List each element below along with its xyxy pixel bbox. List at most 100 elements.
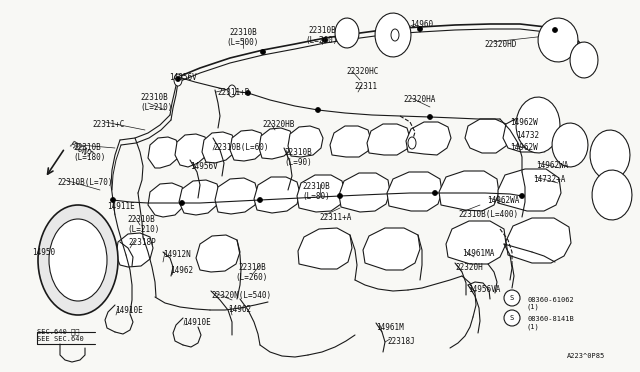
Text: 22320HB: 22320HB <box>262 120 294 129</box>
Text: 14950: 14950 <box>32 248 55 257</box>
Text: S: S <box>510 315 514 321</box>
Text: 14910E: 14910E <box>183 318 211 327</box>
Polygon shape <box>148 183 186 217</box>
Text: FRONT: FRONT <box>68 140 94 160</box>
Polygon shape <box>516 97 560 153</box>
Polygon shape <box>202 132 236 163</box>
Ellipse shape <box>174 74 182 86</box>
Ellipse shape <box>228 85 236 97</box>
Text: 22310B
(L=90): 22310B (L=90) <box>284 148 312 167</box>
Text: 22310B(L=400): 22310B(L=400) <box>458 210 518 219</box>
Polygon shape <box>592 170 632 220</box>
Circle shape <box>428 115 433 119</box>
Text: 22320HA: 22320HA <box>403 95 435 104</box>
Polygon shape <box>298 228 352 269</box>
Polygon shape <box>339 173 390 212</box>
Polygon shape <box>230 130 265 161</box>
Text: 22310B
(L=500): 22310B (L=500) <box>227 28 259 47</box>
Circle shape <box>504 290 520 306</box>
Circle shape <box>337 193 342 199</box>
Ellipse shape <box>38 205 118 315</box>
Text: 22320HC: 22320HC <box>346 67 378 76</box>
Text: 14962: 14962 <box>170 266 193 275</box>
Polygon shape <box>570 42 598 78</box>
Text: 22311+C: 22311+C <box>92 120 124 129</box>
Polygon shape <box>503 117 551 152</box>
Polygon shape <box>288 126 323 157</box>
Polygon shape <box>335 18 359 48</box>
Circle shape <box>257 198 262 202</box>
Polygon shape <box>506 218 571 263</box>
Ellipse shape <box>49 219 107 301</box>
Polygon shape <box>215 178 258 214</box>
Text: 22318J: 22318J <box>387 337 415 346</box>
Circle shape <box>504 310 520 326</box>
Text: 22311: 22311 <box>354 82 377 91</box>
Polygon shape <box>330 126 371 157</box>
Text: 22310B
(L=210): 22310B (L=210) <box>127 215 159 234</box>
Text: 22310B
(L=80): 22310B (L=80) <box>302 182 330 201</box>
Polygon shape <box>590 130 630 180</box>
Text: 22310B(L=60): 22310B(L=60) <box>213 143 269 152</box>
Text: 22318P: 22318P <box>128 238 156 247</box>
Text: 22310B(L=70): 22310B(L=70) <box>57 178 113 187</box>
Circle shape <box>433 190 438 196</box>
Text: 14910E: 14910E <box>115 306 143 315</box>
Circle shape <box>260 49 266 55</box>
Text: 14962: 14962 <box>228 305 251 314</box>
Text: 22310B
(L=180): 22310B (L=180) <box>73 143 106 163</box>
Text: 14732: 14732 <box>516 131 539 140</box>
Text: 14956V: 14956V <box>190 162 218 171</box>
Text: 22310B
(L=260): 22310B (L=260) <box>236 263 268 282</box>
Circle shape <box>175 77 180 81</box>
Polygon shape <box>406 122 451 155</box>
Polygon shape <box>375 13 411 57</box>
Polygon shape <box>439 171 499 211</box>
Polygon shape <box>367 124 410 155</box>
Text: 14962WA: 14962WA <box>487 196 520 205</box>
Polygon shape <box>179 180 220 215</box>
Circle shape <box>246 90 250 96</box>
Text: 08360-61062
(1): 08360-61062 (1) <box>527 297 573 311</box>
Ellipse shape <box>391 29 399 41</box>
Polygon shape <box>363 228 420 270</box>
Circle shape <box>316 108 321 112</box>
Polygon shape <box>148 137 180 168</box>
Text: S: S <box>510 295 514 301</box>
Polygon shape <box>465 119 510 153</box>
Circle shape <box>179 201 184 205</box>
Polygon shape <box>387 172 442 211</box>
Circle shape <box>520 193 525 199</box>
Text: 22311+A: 22311+A <box>319 213 351 222</box>
Text: 14732+A: 14732+A <box>533 175 565 184</box>
Circle shape <box>552 28 557 32</box>
Text: 22320N(L=540): 22320N(L=540) <box>211 291 271 300</box>
Text: 14962W: 14962W <box>510 143 538 152</box>
Text: 22310B
(L=210): 22310B (L=210) <box>140 93 172 112</box>
Polygon shape <box>498 169 561 211</box>
Polygon shape <box>446 221 506 264</box>
Text: 22320H: 22320H <box>455 263 483 272</box>
Text: 22320HD: 22320HD <box>484 40 516 49</box>
Polygon shape <box>538 18 578 62</box>
Polygon shape <box>175 134 208 167</box>
Text: 14960: 14960 <box>410 20 433 29</box>
Circle shape <box>417 26 422 32</box>
Text: 14911E: 14911E <box>107 202 135 211</box>
Circle shape <box>323 38 328 42</box>
Ellipse shape <box>408 137 416 149</box>
Text: SEC.640 参照
SEE SEC.640: SEC.640 参照 SEE SEC.640 <box>37 328 84 341</box>
Polygon shape <box>254 177 300 213</box>
Text: 14912N: 14912N <box>163 250 191 259</box>
Text: 14961M: 14961M <box>376 323 404 332</box>
Polygon shape <box>297 175 345 212</box>
Polygon shape <box>196 235 240 272</box>
Text: 14956V: 14956V <box>169 73 196 82</box>
Polygon shape <box>552 123 588 167</box>
Text: 14961MA: 14961MA <box>462 249 494 258</box>
Polygon shape <box>116 233 153 267</box>
Polygon shape <box>259 128 294 159</box>
Circle shape <box>111 198 115 202</box>
Text: 14956VA: 14956VA <box>468 285 500 294</box>
Text: 14962W: 14962W <box>510 118 538 127</box>
